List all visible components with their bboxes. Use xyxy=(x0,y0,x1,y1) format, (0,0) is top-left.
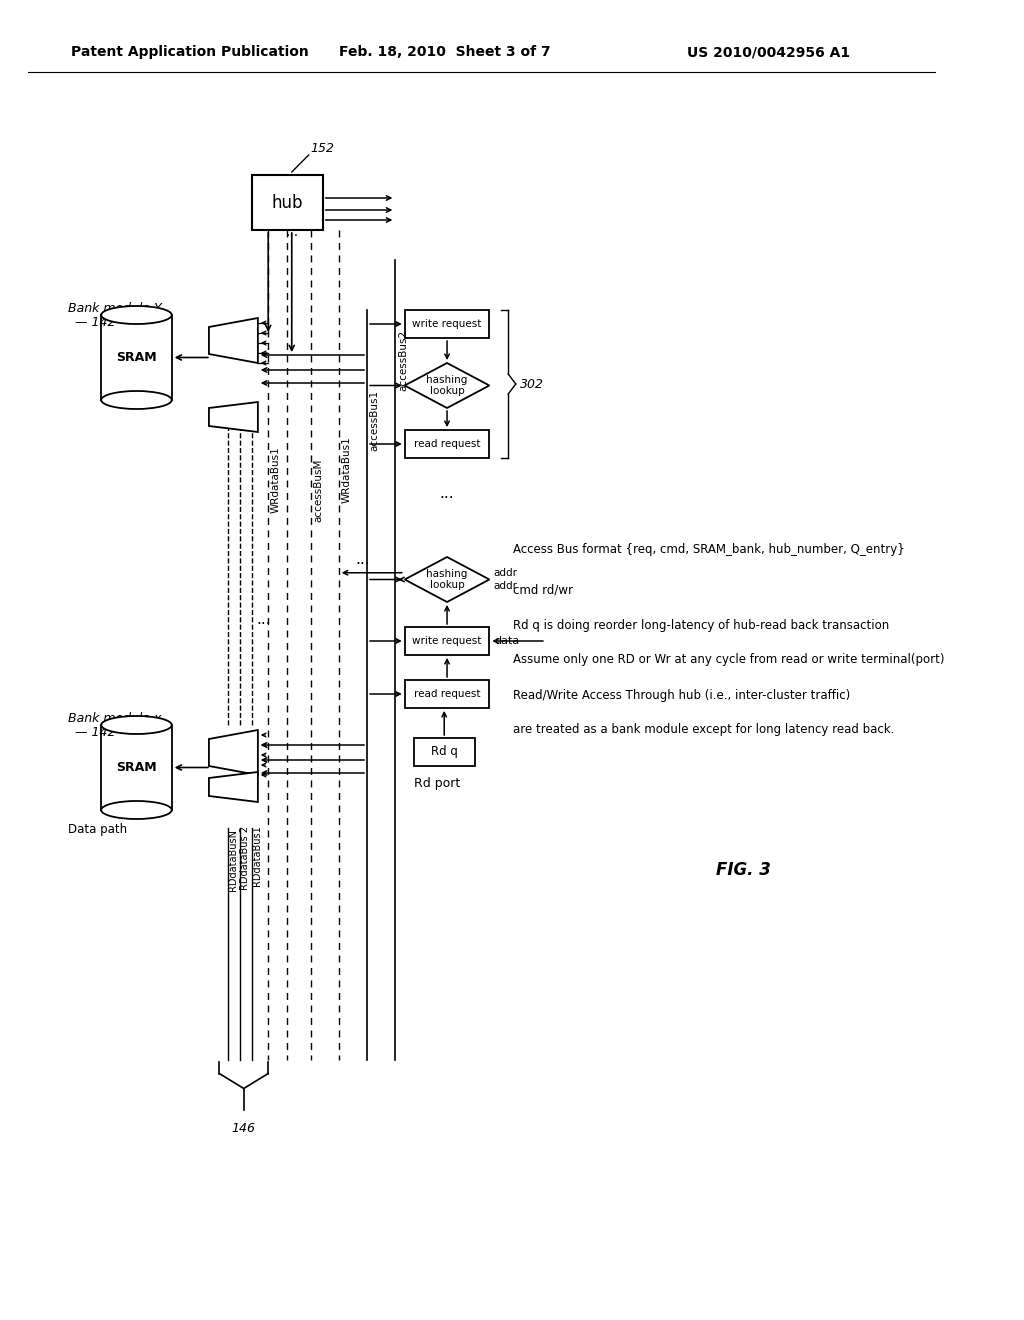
Bar xyxy=(404,430,489,458)
Bar xyxy=(404,310,489,338)
Text: Feb. 18, 2010  Sheet 3 of 7: Feb. 18, 2010 Sheet 3 of 7 xyxy=(339,45,551,59)
Polygon shape xyxy=(209,403,258,432)
Text: — 142: — 142 xyxy=(76,317,116,330)
Text: RDdataBus1: RDdataBus1 xyxy=(252,825,262,886)
Text: Read/Write Access Through hub (i.e., inter-cluster traffic): Read/Write Access Through hub (i.e., int… xyxy=(513,689,850,701)
Polygon shape xyxy=(404,363,489,408)
Text: SRAM: SRAM xyxy=(116,762,157,774)
Text: — 142: — 142 xyxy=(76,726,116,739)
Polygon shape xyxy=(209,772,258,803)
Text: Rd q is doing reorder long-latency of hub-read back transaction: Rd q is doing reorder long-latency of hu… xyxy=(513,619,889,631)
Ellipse shape xyxy=(101,801,172,818)
Polygon shape xyxy=(209,318,258,363)
Text: US 2010/0042956 A1: US 2010/0042956 A1 xyxy=(687,45,850,59)
Text: Patent Application Publication: Patent Application Publication xyxy=(71,45,308,59)
Text: hashing
lookup: hashing lookup xyxy=(426,569,468,590)
Text: read request: read request xyxy=(414,689,480,700)
Text: ...: ... xyxy=(355,553,370,568)
Text: SRAM: SRAM xyxy=(116,351,157,364)
Text: ...: ... xyxy=(439,486,455,500)
Text: write request: write request xyxy=(413,636,481,645)
Text: 152: 152 xyxy=(310,141,335,154)
Text: data: data xyxy=(495,636,519,645)
Ellipse shape xyxy=(101,715,172,734)
Text: RDdataBusN: RDdataBusN xyxy=(227,829,238,891)
Text: 146: 146 xyxy=(231,1122,256,1134)
Ellipse shape xyxy=(101,391,172,409)
Text: read request: read request xyxy=(414,440,480,449)
Text: Access Bus format {req, cmd, SRAM_bank, hub_number, Q_entry}: Access Bus format {req, cmd, SRAM_bank, … xyxy=(513,544,904,557)
Text: accessBus1: accessBus1 xyxy=(370,389,380,450)
Text: accessBus2: accessBus2 xyxy=(398,330,409,391)
Bar xyxy=(404,680,489,708)
Polygon shape xyxy=(404,557,489,602)
Text: hashing
lookup: hashing lookup xyxy=(426,375,468,396)
Text: are treated as a bank module except for long latency read back.: are treated as a bank module except for … xyxy=(513,723,894,737)
Text: write request: write request xyxy=(413,319,481,329)
Bar xyxy=(252,176,323,230)
Bar xyxy=(404,627,489,655)
Text: Bank module Y: Bank module Y xyxy=(68,301,162,314)
Text: Assume only one RD or Wr at any cycle from read or write terminal(port): Assume only one RD or Wr at any cycle fr… xyxy=(513,653,944,667)
Text: addr: addr xyxy=(494,581,517,591)
Text: Data path: Data path xyxy=(68,824,127,837)
Text: 302: 302 xyxy=(519,378,544,391)
Text: ...: ... xyxy=(256,612,270,627)
Text: accessBusM: accessBusM xyxy=(313,458,324,521)
Text: RDdataBus 2: RDdataBus 2 xyxy=(240,826,250,890)
Text: Rd q: Rd q xyxy=(431,746,458,759)
Text: Rd port: Rd port xyxy=(414,777,461,791)
Text: WRdataBus1: WRdataBus1 xyxy=(342,437,351,503)
Text: Bank module x: Bank module x xyxy=(68,711,161,725)
Text: ...: ... xyxy=(286,224,298,239)
Bar xyxy=(414,738,475,766)
Text: cmd rd/wr: cmd rd/wr xyxy=(513,583,572,597)
Text: addr: addr xyxy=(494,568,517,578)
Text: FIG. 3: FIG. 3 xyxy=(716,861,771,879)
Text: hub: hub xyxy=(271,194,303,211)
Polygon shape xyxy=(209,730,258,775)
Ellipse shape xyxy=(101,306,172,323)
Text: WRdataBus1: WRdataBus1 xyxy=(271,446,281,513)
